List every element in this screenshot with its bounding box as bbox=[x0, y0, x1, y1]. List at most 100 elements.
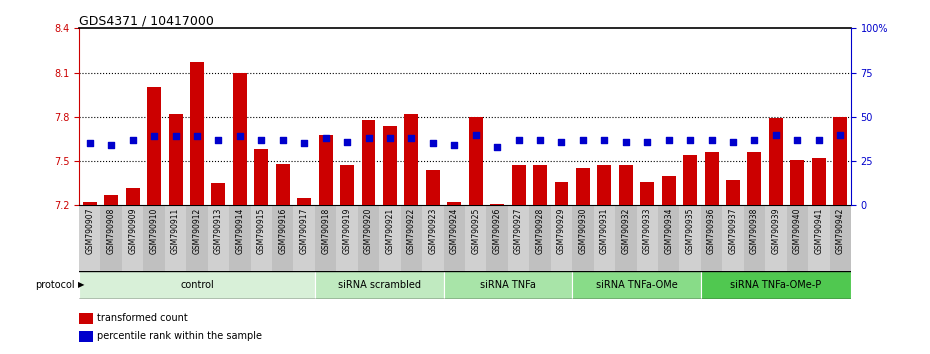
Bar bbox=[615, 205, 636, 271]
Point bbox=[339, 139, 354, 144]
Bar bbox=[79, 271, 315, 299]
Bar bbox=[79, 313, 93, 324]
Point bbox=[404, 135, 418, 141]
Bar bbox=[337, 205, 358, 271]
Bar bbox=[701, 205, 723, 271]
Bar bbox=[340, 166, 354, 205]
Text: GSM790935: GSM790935 bbox=[685, 207, 695, 254]
Bar bbox=[465, 205, 486, 271]
Bar bbox=[122, 205, 143, 271]
Text: percentile rank within the sample: percentile rank within the sample bbox=[97, 331, 262, 341]
Bar bbox=[769, 118, 783, 205]
Bar bbox=[790, 160, 804, 205]
Bar bbox=[379, 205, 401, 271]
Point bbox=[618, 139, 633, 144]
Bar bbox=[207, 205, 229, 271]
Text: GSM790932: GSM790932 bbox=[621, 207, 631, 254]
Point bbox=[297, 141, 312, 146]
Text: GSM790927: GSM790927 bbox=[514, 207, 523, 254]
Bar bbox=[229, 205, 250, 271]
Bar bbox=[705, 152, 719, 205]
Bar bbox=[748, 152, 762, 205]
Bar bbox=[100, 205, 122, 271]
Text: ▶: ▶ bbox=[78, 280, 85, 290]
Point bbox=[725, 139, 740, 144]
Point bbox=[597, 137, 612, 143]
Bar bbox=[422, 205, 444, 271]
Bar bbox=[168, 114, 182, 205]
Point bbox=[533, 137, 548, 143]
Point bbox=[768, 132, 783, 137]
Bar bbox=[383, 126, 397, 205]
Point bbox=[83, 141, 98, 146]
Bar bbox=[315, 271, 444, 299]
Bar bbox=[726, 180, 740, 205]
Point bbox=[512, 137, 526, 143]
Bar bbox=[232, 73, 246, 205]
Bar bbox=[79, 331, 93, 342]
Bar bbox=[362, 120, 376, 205]
Text: GSM790924: GSM790924 bbox=[450, 207, 458, 254]
Point bbox=[104, 142, 119, 148]
Bar bbox=[572, 205, 593, 271]
Bar bbox=[576, 169, 590, 205]
Point bbox=[747, 137, 762, 143]
Point bbox=[318, 135, 333, 141]
Bar bbox=[319, 135, 333, 205]
Bar bbox=[254, 149, 268, 205]
Point bbox=[554, 139, 569, 144]
Text: GSM790911: GSM790911 bbox=[171, 207, 180, 253]
Bar bbox=[812, 158, 826, 205]
Bar bbox=[554, 182, 568, 205]
Point bbox=[576, 137, 591, 143]
Bar bbox=[444, 205, 465, 271]
Point bbox=[211, 137, 226, 143]
Bar bbox=[490, 204, 504, 205]
Bar bbox=[143, 205, 165, 271]
Point bbox=[382, 135, 397, 141]
Bar bbox=[765, 205, 787, 271]
Text: siRNA TNFa: siRNA TNFa bbox=[480, 280, 536, 290]
Text: GSM790928: GSM790928 bbox=[536, 207, 545, 253]
Text: transformed count: transformed count bbox=[97, 314, 188, 324]
Bar bbox=[636, 205, 658, 271]
Bar bbox=[593, 205, 615, 271]
Bar bbox=[126, 188, 140, 205]
Bar bbox=[250, 205, 272, 271]
Bar bbox=[486, 205, 508, 271]
Bar bbox=[401, 205, 422, 271]
Bar bbox=[787, 205, 808, 271]
Text: GSM790919: GSM790919 bbox=[342, 207, 352, 254]
Bar bbox=[469, 117, 483, 205]
Text: GSM790910: GSM790910 bbox=[150, 207, 159, 254]
Point bbox=[811, 137, 826, 143]
Bar bbox=[597, 166, 611, 205]
Point bbox=[640, 139, 655, 144]
Bar bbox=[447, 202, 461, 205]
Bar bbox=[298, 198, 312, 205]
Text: GSM790925: GSM790925 bbox=[472, 207, 480, 254]
Point bbox=[190, 133, 205, 139]
Text: GSM790940: GSM790940 bbox=[793, 207, 802, 254]
Point bbox=[147, 133, 162, 139]
Text: GSM790912: GSM790912 bbox=[193, 207, 202, 253]
Text: protocol: protocol bbox=[34, 280, 74, 290]
Text: GSM790937: GSM790937 bbox=[728, 207, 737, 254]
Bar bbox=[723, 205, 744, 271]
Point bbox=[446, 142, 461, 148]
Bar bbox=[186, 205, 207, 271]
Bar bbox=[104, 195, 118, 205]
Bar bbox=[551, 205, 572, 271]
Bar bbox=[272, 205, 294, 271]
Bar bbox=[618, 166, 632, 205]
Text: GSM790918: GSM790918 bbox=[321, 207, 330, 253]
Text: GSM790907: GSM790907 bbox=[86, 207, 94, 254]
Point bbox=[832, 132, 847, 137]
Bar bbox=[79, 205, 100, 271]
Point bbox=[254, 137, 269, 143]
Bar bbox=[662, 176, 676, 205]
Bar bbox=[572, 271, 701, 299]
Point bbox=[683, 137, 698, 143]
Bar bbox=[830, 205, 851, 271]
Text: GSM790913: GSM790913 bbox=[214, 207, 223, 254]
